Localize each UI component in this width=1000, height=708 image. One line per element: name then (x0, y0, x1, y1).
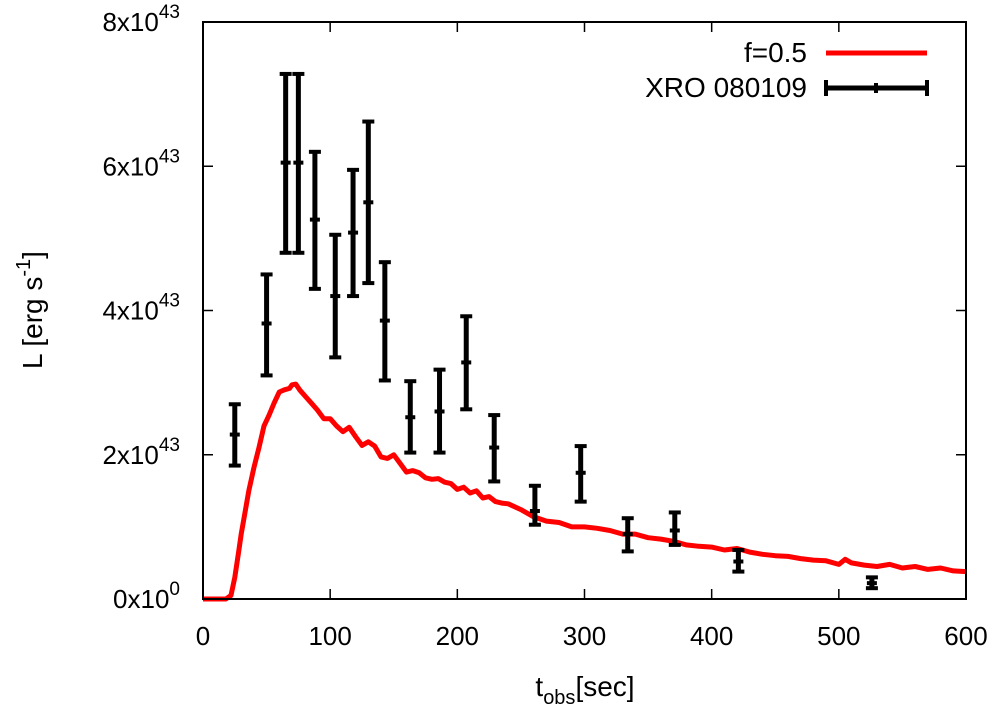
y-tick-label: 6x1043 (102, 146, 180, 181)
legend-label-observed: XRO 080109 (645, 72, 807, 103)
legend-swatch-observed (824, 80, 929, 96)
error-bar (621, 516, 634, 554)
y-tick-label: 8x1043 (102, 2, 180, 37)
model-line (203, 381, 967, 602)
error-bar (865, 575, 878, 591)
error-bar (460, 314, 473, 412)
error-bar (292, 71, 305, 255)
model-line-layer (203, 381, 967, 602)
x-tick-label: 300 (563, 621, 606, 651)
observed-errorbar-layer (228, 71, 878, 591)
error-bar (347, 167, 360, 299)
legend-label-model: f=0.5 (744, 37, 807, 68)
x-axis-title: tobs[sec] (535, 671, 634, 708)
error-bar (433, 367, 446, 455)
x-tick-label: 500 (817, 621, 860, 651)
plot-frame (202, 21, 967, 600)
x-tick-label: 600 (944, 621, 987, 651)
x-tick-label: 0 (196, 621, 210, 651)
error-bar (228, 402, 241, 468)
error-bar (362, 119, 375, 286)
x-tick-label: 400 (690, 621, 733, 651)
x-tick-label: 200 (436, 621, 479, 651)
error-bar (404, 379, 417, 455)
error-bar (308, 149, 321, 291)
error-bar (329, 232, 342, 360)
legend: f=0.5 XRO 080109 (645, 37, 929, 103)
y-tick-label: 0x100 (113, 579, 180, 614)
error-bar (260, 272, 273, 378)
x-tick-label: 100 (308, 621, 351, 651)
error-bar (378, 260, 391, 383)
error-bar (574, 444, 587, 504)
y-tick-label: 4x1043 (102, 291, 180, 326)
error-bar (528, 483, 541, 527)
y-tick-label: 2x1043 (102, 435, 180, 470)
error-bar (732, 547, 745, 574)
error-bar (488, 413, 501, 484)
error-bar (279, 71, 292, 255)
tick-marks (202, 21, 967, 600)
y-axis-title: L [erg s-1] (13, 251, 48, 369)
y-axis: 0x100 2x1043 4x1043 6x1043 8x1043 (102, 2, 180, 614)
error-bar (668, 510, 681, 547)
x-axis: 0 100 200 300 400 500 600 (196, 621, 988, 651)
